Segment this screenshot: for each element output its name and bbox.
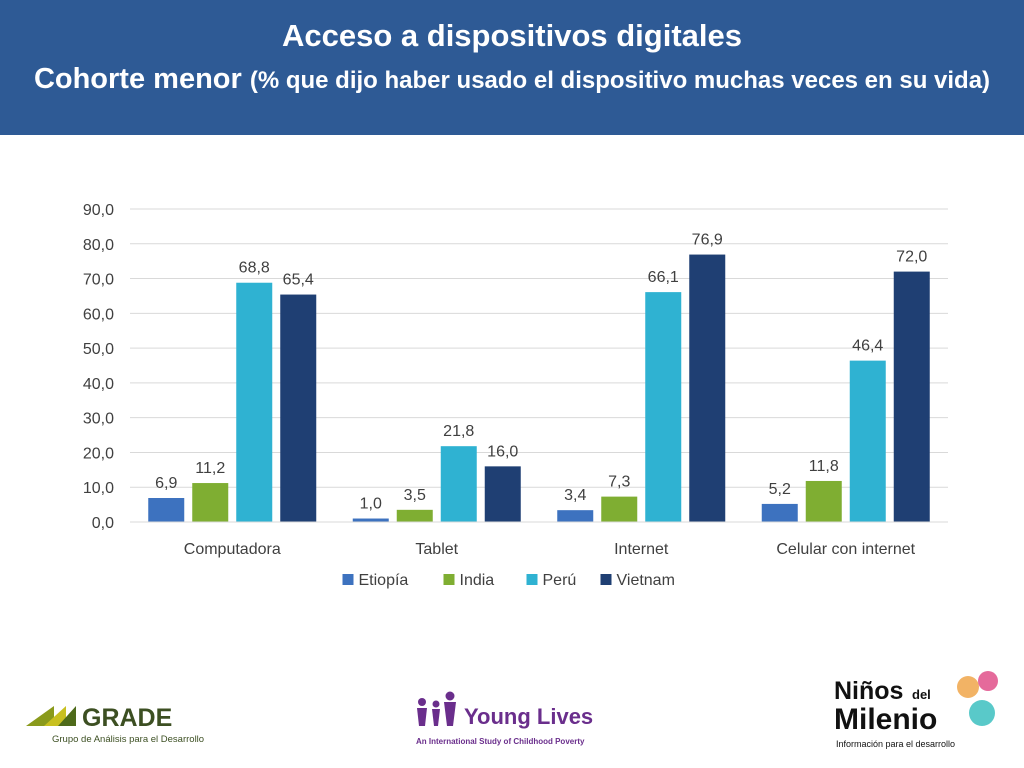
legend-label: Perú (543, 572, 577, 589)
y-tick-label: 90,0 (83, 202, 114, 219)
bar-etiopía (761, 503, 798, 522)
data-label: 66,1 (648, 269, 679, 286)
data-label: 72,0 (896, 249, 927, 266)
data-label: 6,9 (155, 475, 177, 492)
bar-india (805, 480, 842, 522)
x-tick-label: Celular con internet (776, 541, 915, 558)
y-tick-label: 50,0 (83, 341, 114, 358)
grade-logo: GRADE Grupo de Análisis para el Desarrol… (26, 704, 204, 745)
data-label: 11,8 (809, 458, 839, 475)
data-label: 7,3 (608, 474, 630, 491)
bar-perú (440, 446, 477, 522)
data-label: 16,0 (487, 443, 518, 460)
y-tick-label: 20,0 (83, 445, 114, 462)
fingerprint-pink-icon (978, 671, 998, 691)
slide-subtitle: Cohorte menor (% que dijo haber usado el… (20, 62, 1004, 98)
data-label: 76,9 (692, 232, 723, 249)
ninos-logo-del: del (912, 687, 931, 702)
ninos-logo-tagline: Información para el desarrollo (836, 739, 955, 749)
young-lives-logo: Young Lives An International Study of Ch… (416, 691, 593, 746)
bar-perú (645, 292, 682, 522)
grade-logo-tagline: Grupo de Análisis para el Desarrollo (52, 734, 204, 745)
data-label: 21,8 (443, 423, 474, 440)
legend-swatch (600, 574, 612, 585)
legend-label: Vietnam (617, 572, 675, 589)
subtitle-main: Cohorte menor (33, 63, 242, 95)
subtitle-note: (% que dijo haber usado el dispositivo m… (249, 67, 991, 94)
legend-label: Etiopía (359, 572, 409, 589)
bar-etiopía (557, 510, 594, 522)
ninos-del-milenio-logo: Niños del Milenio Información para el de… (834, 671, 998, 749)
title-banner: Acceso a dispositivos digitales Cohorte … (0, 0, 1024, 135)
bar-india (396, 509, 433, 522)
legend-swatch (342, 574, 354, 585)
data-label: 11,2 (195, 460, 225, 477)
x-tick-label: Tablet (415, 541, 458, 558)
young-lives-logo-name: Young Lives (464, 704, 593, 729)
data-label: 46,4 (852, 338, 883, 355)
slide-title: Acceso a dispositivos digitales (282, 18, 742, 53)
data-label: 65,4 (283, 272, 314, 289)
bar-india (601, 496, 638, 522)
bar-vietnam (893, 271, 930, 522)
ninos-logo-word1: Niños (834, 677, 903, 705)
bar-etiopía (148, 498, 185, 522)
x-tick-label: Computadora (184, 541, 281, 558)
data-label: 3,4 (564, 487, 586, 504)
data-label: 3,5 (404, 487, 426, 504)
data-label: 1,0 (360, 496, 382, 513)
bar-vietnam (280, 294, 317, 522)
x-tick-label: Internet (614, 541, 669, 558)
data-label: 5,2 (769, 481, 791, 498)
grade-logo-name: GRADE (82, 704, 172, 732)
people-icon (417, 691, 456, 726)
y-tick-label: 80,0 (83, 237, 114, 254)
y-tick-label: 60,0 (83, 306, 114, 323)
legend-label: India (460, 572, 495, 589)
bar-vietnam (484, 466, 521, 522)
y-tick-label: 0,0 (92, 515, 114, 532)
y-tick-label: 70,0 (83, 272, 114, 289)
y-tick-label: 30,0 (83, 411, 114, 428)
fingerprint-orange-icon (957, 676, 979, 698)
legend-swatch (443, 574, 455, 585)
y-tick-label: 40,0 (83, 376, 114, 393)
data-label: 68,8 (239, 260, 270, 277)
fingerprint-teal-icon (969, 700, 995, 726)
bar-etiopía (352, 518, 389, 522)
bar-vietnam (689, 254, 726, 522)
bar-india (192, 483, 229, 522)
y-tick-label: 10,0 (83, 480, 114, 497)
legend-swatch (526, 574, 538, 585)
young-lives-logo-tagline: An International Study of Childhood Pove… (416, 737, 585, 746)
ninos-logo-word2: Milenio (834, 703, 937, 736)
bar-perú (849, 360, 886, 522)
bar-chart: 0,0 10,0 20,0 30,0 40,0 50,0 60,0 70,0 80,0 90,0 6… (83, 202, 948, 589)
bar-perú (236, 282, 273, 522)
